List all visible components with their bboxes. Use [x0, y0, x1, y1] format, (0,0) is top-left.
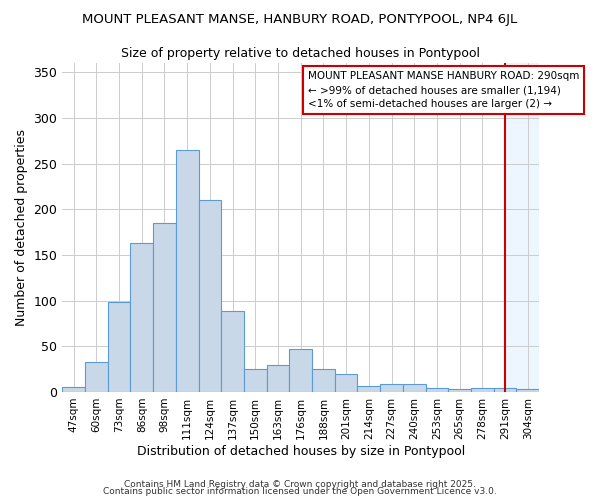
Bar	[85, 362, 108, 392]
Bar	[266, 366, 289, 392]
Bar	[199, 200, 221, 392]
Bar	[176, 150, 199, 392]
Bar	[380, 384, 403, 392]
Bar	[471, 388, 494, 392]
Bar	[517, 389, 539, 392]
Text: MOUNT PLEASANT MANSE, HANBURY ROAD, PONTYPOOL, NP4 6JL: MOUNT PLEASANT MANSE, HANBURY ROAD, PONT…	[82, 12, 518, 26]
Bar	[289, 349, 312, 392]
Bar	[108, 302, 130, 392]
Bar	[505, 63, 539, 392]
Bar	[448, 389, 471, 392]
Text: Contains HM Land Registry data © Crown copyright and database right 2025.: Contains HM Land Registry data © Crown c…	[124, 480, 476, 489]
Text: MOUNT PLEASANT MANSE HANBURY ROAD: 290sqm
← >99% of detached houses are smaller : MOUNT PLEASANT MANSE HANBURY ROAD: 290sq…	[308, 72, 579, 110]
Title: Size of property relative to detached houses in Pontypool: Size of property relative to detached ho…	[121, 48, 480, 60]
Bar	[335, 374, 358, 392]
Bar	[130, 243, 153, 392]
Bar	[494, 388, 517, 392]
Text: Contains public sector information licensed under the Open Government Licence v3: Contains public sector information licen…	[103, 487, 497, 496]
X-axis label: Distribution of detached houses by size in Pontypool: Distribution of detached houses by size …	[137, 444, 465, 458]
Bar	[403, 384, 425, 392]
Bar	[62, 388, 85, 392]
Bar	[358, 386, 380, 392]
Bar	[312, 369, 335, 392]
Bar	[244, 369, 266, 392]
Bar	[153, 223, 176, 392]
Bar	[425, 388, 448, 392]
Y-axis label: Number of detached properties: Number of detached properties	[15, 129, 28, 326]
Bar	[221, 310, 244, 392]
